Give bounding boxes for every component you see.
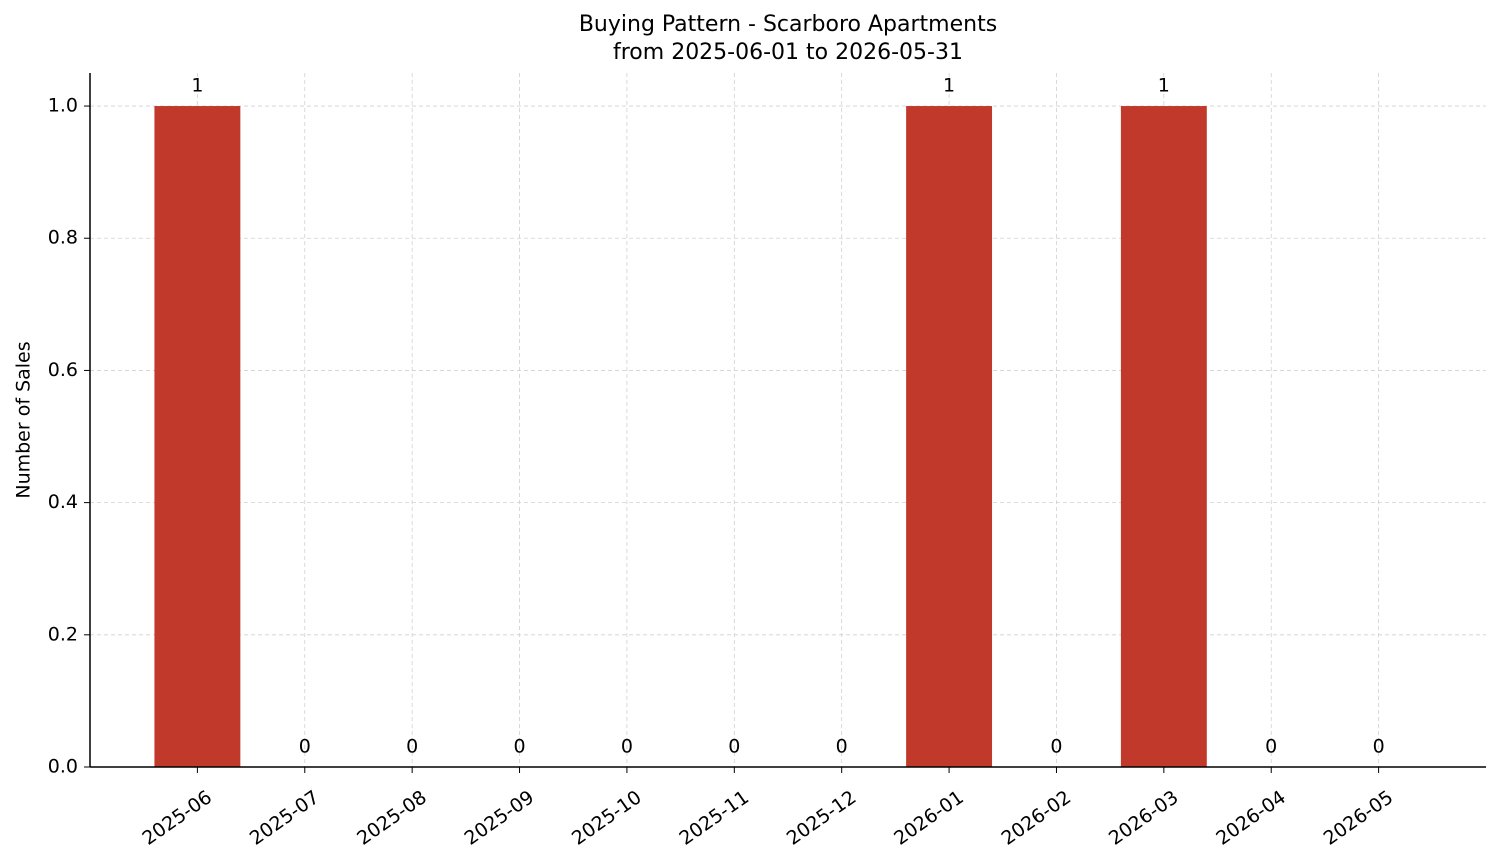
value-label: 0 bbox=[1373, 736, 1385, 758]
chart-title: Buying Pattern - Scarboro Apartments bbox=[579, 12, 997, 37]
x-tick-label: 2025-08 bbox=[353, 786, 431, 850]
x-tick-label: 2026-04 bbox=[1212, 786, 1290, 850]
value-label: 1 bbox=[1158, 75, 1170, 97]
value-label: 1 bbox=[191, 75, 203, 97]
bar bbox=[906, 106, 993, 768]
bar bbox=[154, 106, 241, 768]
chart-subtitle: from 2025-06-01 to 2026-05-31 bbox=[613, 40, 963, 65]
y-tick-label: 0.2 bbox=[48, 623, 78, 645]
value-label: 0 bbox=[513, 736, 525, 758]
y-tick-label: 1.0 bbox=[48, 95, 78, 117]
value-label: 0 bbox=[836, 736, 848, 758]
y-tick-label: 0.0 bbox=[48, 756, 78, 778]
value-label: 0 bbox=[728, 736, 740, 758]
x-tick-label: 2026-05 bbox=[1320, 786, 1398, 850]
x-tick-label: 2026-03 bbox=[1105, 786, 1183, 850]
x-tick-label: 2026-02 bbox=[997, 786, 1075, 850]
value-label: 0 bbox=[621, 736, 633, 758]
x-tick-label: 2025-09 bbox=[461, 786, 539, 850]
bar bbox=[1120, 106, 1207, 768]
value-label: 1 bbox=[943, 75, 955, 97]
x-tick-label: 2026-01 bbox=[890, 786, 968, 850]
value-label: 0 bbox=[406, 736, 418, 758]
value-label: 0 bbox=[299, 736, 311, 758]
y-axis-label: Number of Sales bbox=[13, 341, 35, 498]
x-tick-label: 2025-11 bbox=[675, 786, 753, 850]
y-tick-label: 0.8 bbox=[48, 227, 78, 249]
value-label: 0 bbox=[1050, 736, 1062, 758]
value-label: 0 bbox=[1265, 736, 1277, 758]
y-tick-label: 0.4 bbox=[48, 491, 78, 513]
x-tick-label: 2025-10 bbox=[568, 786, 646, 850]
x-tick-label: 2025-07 bbox=[246, 786, 324, 850]
x-tick-label: 2025-12 bbox=[783, 786, 861, 850]
y-tick-label: 0.6 bbox=[48, 359, 78, 381]
x-tick-label: 2025-06 bbox=[138, 786, 216, 850]
